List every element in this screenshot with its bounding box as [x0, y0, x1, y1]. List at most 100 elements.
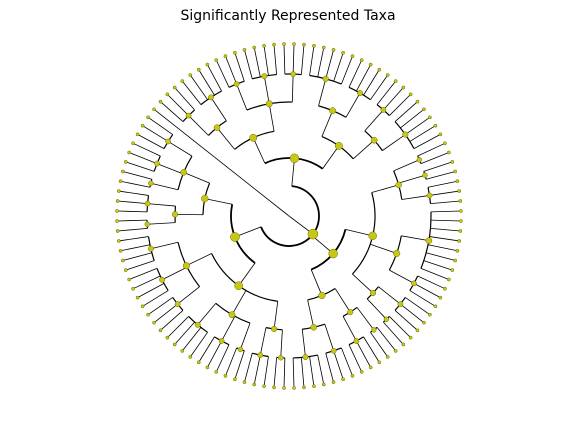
clade-node — [234, 281, 243, 291]
leaf-node — [223, 374, 228, 378]
root-node — [288, 215, 290, 217]
leaf-node — [447, 277, 451, 282]
clade-node — [318, 291, 326, 300]
clade-node — [154, 160, 160, 167]
branch-edge — [207, 340, 222, 368]
branch-edge — [244, 353, 253, 383]
leaf-node — [116, 239, 121, 243]
branch-edge — [150, 182, 179, 191]
branch-edge — [333, 350, 344, 380]
leaf-node — [453, 258, 457, 263]
branch-edge — [430, 200, 461, 205]
clade-node — [402, 131, 409, 138]
leaf-node — [118, 179, 123, 184]
branch-edge — [120, 180, 151, 188]
branch-edge — [132, 142, 161, 157]
branch-edge — [409, 125, 436, 142]
branch-edge — [137, 283, 165, 298]
branch-edge — [183, 172, 210, 184]
clade-node — [144, 221, 150, 227]
branch-edge — [382, 134, 406, 151]
leaf-node — [121, 258, 125, 263]
leaf-node — [196, 360, 201, 365]
clade-node — [380, 107, 387, 113]
leaf-node — [321, 382, 326, 387]
leaf-node — [415, 99, 420, 104]
leaf-node — [214, 58, 219, 62]
leaf-node — [282, 386, 286, 390]
branch-edge — [263, 356, 269, 387]
leaf-node — [457, 239, 462, 243]
leaf-node — [433, 123, 438, 128]
branch-edge — [378, 286, 401, 305]
leaf-node — [341, 50, 345, 55]
branch-edge — [125, 260, 155, 271]
branch-edge — [174, 321, 195, 345]
branch-edge — [430, 210, 461, 213]
branch-edge — [125, 161, 155, 172]
leaf-node — [205, 365, 210, 370]
branch-edge — [370, 243, 397, 254]
leaf-node — [408, 335, 413, 340]
leaf-node — [443, 141, 447, 146]
branch-edge — [417, 142, 446, 157]
clade-node — [218, 338, 225, 344]
branch-edge — [405, 297, 431, 315]
branch-edge — [129, 268, 158, 280]
branch-edge — [398, 174, 426, 184]
leaf-node — [438, 132, 443, 137]
branch-edge — [153, 303, 178, 323]
leaf-node — [115, 229, 120, 233]
branch-edge — [356, 340, 371, 368]
branch-edge — [370, 74, 388, 100]
branch-edge — [394, 101, 418, 122]
leaf-node — [242, 48, 247, 52]
branch-edge — [318, 78, 327, 106]
clade-node — [182, 262, 190, 270]
leaf-node — [196, 67, 201, 72]
leaf-node — [350, 374, 355, 378]
branch-edge — [300, 357, 305, 388]
branch-edge — [186, 253, 212, 267]
leaf-node — [252, 45, 257, 50]
leaf-node — [458, 229, 463, 233]
clade-node — [397, 301, 404, 307]
leaf-node — [292, 386, 296, 390]
leaf-node — [188, 73, 193, 77]
leaf-node — [428, 115, 432, 120]
branch-edge — [383, 321, 404, 345]
clade-node — [213, 124, 221, 131]
leaf-node — [140, 123, 145, 128]
branch-edge — [160, 101, 184, 122]
branch-edge — [341, 56, 353, 85]
branch-edge — [216, 127, 235, 150]
branch-edge — [234, 350, 245, 380]
leaf-node — [115, 219, 119, 223]
leaf-node — [385, 355, 390, 359]
clade-node — [395, 181, 402, 189]
branch-edge — [389, 316, 411, 338]
branch-edge — [352, 139, 375, 160]
clade-node — [165, 138, 171, 145]
leaf-node — [292, 42, 296, 46]
branch-edge — [238, 262, 256, 286]
branch-edge — [427, 244, 458, 252]
clade-node — [271, 325, 278, 333]
leaf-node — [393, 349, 398, 353]
leaf-node — [359, 58, 364, 62]
branch-edge — [156, 163, 184, 175]
leaf-node — [415, 328, 420, 333]
leaf-node — [127, 277, 131, 282]
clade-node — [416, 157, 423, 163]
branch-edge — [389, 94, 411, 116]
branch-edge — [225, 56, 237, 85]
branch-edge — [188, 115, 209, 136]
branch-edge — [122, 171, 152, 180]
clade-node — [310, 324, 317, 331]
leaf-node — [262, 43, 266, 48]
clade-node — [353, 338, 360, 344]
branch-edge — [309, 356, 315, 387]
branch-edge — [292, 44, 295, 75]
clade-node — [233, 81, 240, 87]
clade-node — [393, 249, 401, 257]
